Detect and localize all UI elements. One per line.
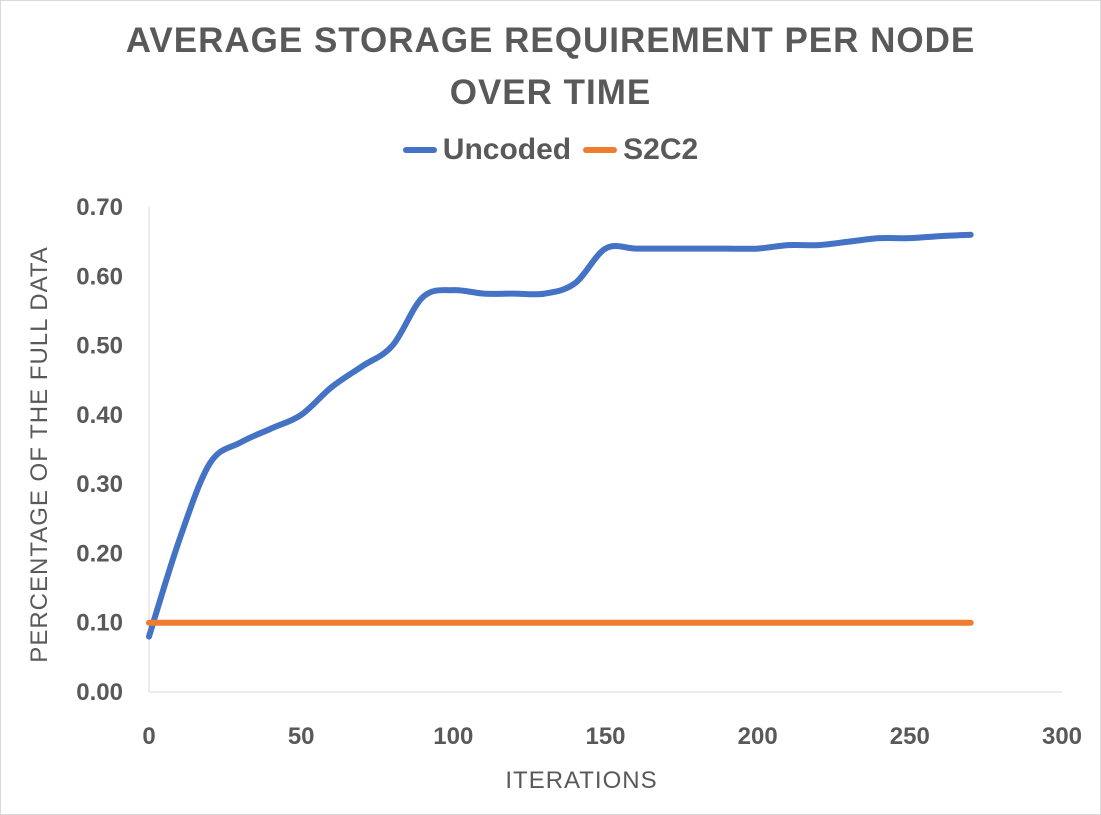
x-tick-label: 200 bbox=[738, 723, 778, 750]
legend-item-s2c2: S2C2 bbox=[583, 133, 698, 167]
x-tick-label: 0 bbox=[142, 723, 155, 750]
legend-label-s2c2: S2C2 bbox=[623, 133, 699, 166]
legend-item-uncoded: Uncoded bbox=[402, 133, 572, 167]
legend: Uncoded S2C2 bbox=[1, 133, 1100, 167]
x-tick-label: 150 bbox=[585, 723, 625, 750]
legend-swatch-uncoded bbox=[402, 147, 437, 153]
y-tick-label: 0.70 bbox=[76, 194, 123, 221]
y-tick-label: 0.30 bbox=[76, 471, 123, 498]
y-tick-label: 0.50 bbox=[76, 333, 123, 360]
legend-swatch-s2c2 bbox=[583, 147, 618, 153]
x-tick-label: 300 bbox=[1042, 723, 1082, 750]
chart-title: AVERAGE STORAGE REQUIREMENT PER NODE OVE… bbox=[1, 15, 1100, 119]
series-line-uncoded bbox=[146, 231, 974, 640]
chart-title-line-2: OVER TIME bbox=[449, 73, 652, 112]
legend-label-uncoded: Uncoded bbox=[442, 133, 572, 166]
chart-title-line-1: AVERAGE STORAGE REQUIREMENT PER NODE bbox=[125, 21, 976, 60]
y-tick-label: 0.00 bbox=[76, 679, 123, 706]
y-tick-label: 0.60 bbox=[76, 263, 123, 290]
y-tick-label: 0.40 bbox=[76, 402, 123, 429]
y-tick-label: 0.20 bbox=[76, 540, 123, 567]
y-tick-label: 0.10 bbox=[76, 610, 123, 637]
x-tick-label: 250 bbox=[890, 723, 930, 750]
x-tick-label: 100 bbox=[433, 723, 473, 750]
x-axis-title: ITERATIONS bbox=[505, 767, 657, 794]
x-tick-label: 50 bbox=[288, 723, 315, 750]
y-axis-title: PERCENTAGE OF THE FULL DATA bbox=[26, 246, 53, 662]
